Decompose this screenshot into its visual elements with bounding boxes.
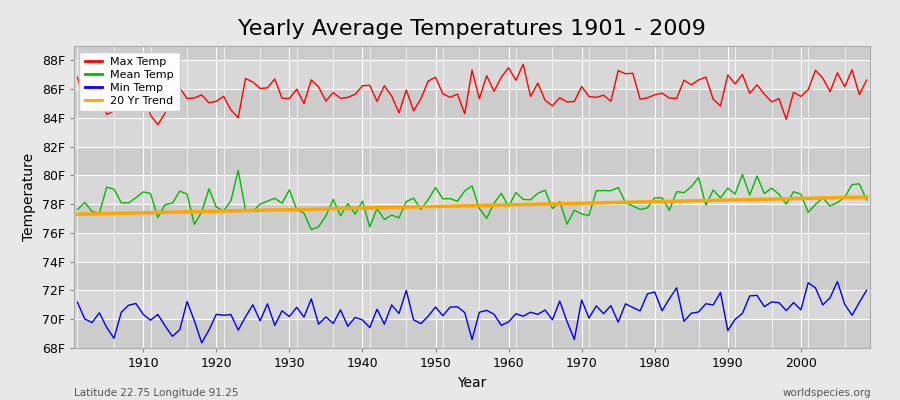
Legend: Max Temp, Mean Temp, Min Temp, 20 Yr Trend: Max Temp, Mean Temp, Min Temp, 20 Yr Tre… xyxy=(79,52,180,112)
Title: Yearly Average Temperatures 1901 - 2009: Yearly Average Temperatures 1901 - 2009 xyxy=(238,19,706,39)
Bar xyxy=(74,147,870,176)
Bar xyxy=(74,204,870,233)
Text: Latitude 22.75 Longitude 91.25: Latitude 22.75 Longitude 91.25 xyxy=(74,388,238,398)
Bar xyxy=(74,319,870,348)
Text: worldspecies.org: worldspecies.org xyxy=(783,388,871,398)
Bar xyxy=(74,32,870,60)
X-axis label: Year: Year xyxy=(457,376,487,390)
Bar xyxy=(74,262,870,290)
Y-axis label: Temperature: Temperature xyxy=(22,153,36,241)
Bar xyxy=(74,89,870,118)
